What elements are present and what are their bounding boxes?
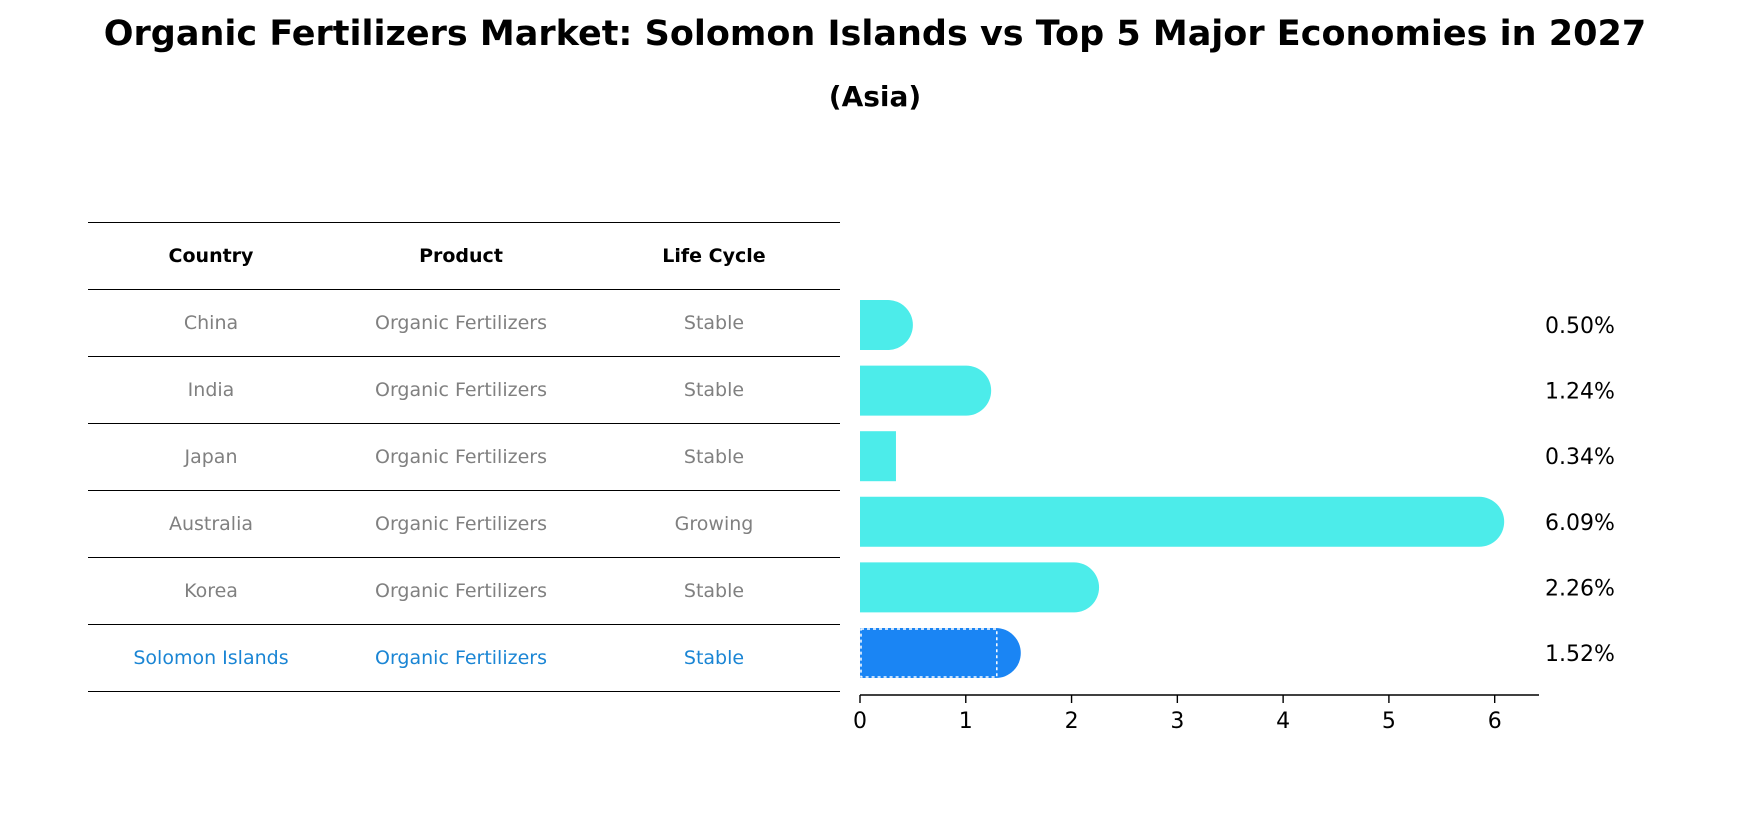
product-cell: Organic Fertilizers bbox=[375, 312, 547, 334]
chart-title: Organic Fertilizers Market: Solomon Isla… bbox=[103, 14, 1647, 54]
x-tick-label: 0 bbox=[853, 709, 867, 734]
table-row: China Organic Fertilizers Stable bbox=[88, 289, 840, 356]
table-row: Japan Organic Fertilizers Stable bbox=[88, 423, 840, 490]
x-tick-label: 1 bbox=[959, 709, 973, 734]
table-row-highlighted: Solomon Islands Organic Fertilizers Stab… bbox=[88, 624, 840, 692]
product-cell: Organic Fertilizers bbox=[375, 647, 547, 669]
life-cycle-cell: Stable bbox=[683, 312, 745, 334]
country-cell: Japan bbox=[184, 446, 238, 468]
value-label: 6.09% bbox=[1545, 511, 1615, 536]
life-cycle-cell: Stable bbox=[683, 580, 745, 602]
bar-chart: 0.50% 1.24% 0.34% 6.09% 2.26% 1.52% 0 1 2 3 4 5 6 bbox=[853, 300, 1615, 734]
bar-china bbox=[860, 300, 913, 350]
bar-solomon-islands bbox=[860, 628, 1021, 678]
bar-korea bbox=[860, 562, 1100, 613]
x-tick-label: 4 bbox=[1276, 709, 1290, 734]
header-life-cycle: Life Cycle bbox=[662, 245, 766, 267]
life-cycle-cell: Stable bbox=[683, 379, 745, 401]
value-label: 1.24% bbox=[1545, 380, 1615, 405]
bar-japan bbox=[860, 431, 896, 482]
x-tick-label: 3 bbox=[1170, 709, 1184, 734]
table-row: India Organic Fertilizers Stable bbox=[88, 356, 840, 423]
value-label: 2.26% bbox=[1545, 576, 1615, 601]
header-product: Product bbox=[419, 245, 503, 267]
life-cycle-cell: Stable bbox=[683, 446, 745, 468]
x-tick-label: 5 bbox=[1382, 709, 1396, 734]
x-tick-label: 6 bbox=[1488, 709, 1502, 734]
value-label: 1.52% bbox=[1545, 642, 1615, 667]
table-header-row: Country Product Life Cycle bbox=[88, 222, 840, 289]
value-label: 0.34% bbox=[1545, 445, 1615, 470]
x-tick-label: 2 bbox=[1065, 709, 1079, 734]
table-row: Korea Organic Fertilizers Stable bbox=[88, 557, 840, 624]
bar-australia bbox=[860, 496, 1505, 547]
country-cell: China bbox=[183, 312, 239, 334]
life-cycle-cell: Stable bbox=[683, 647, 745, 669]
value-label: 0.50% bbox=[1545, 314, 1615, 339]
comparison-table: Country Product Life Cycle China Organic… bbox=[88, 222, 840, 692]
bar-india bbox=[860, 365, 992, 416]
life-cycle-cell: Growing bbox=[674, 513, 754, 535]
product-cell: Organic Fertilizers bbox=[375, 446, 547, 468]
table-row: Australia Organic Fertilizers Growing bbox=[88, 490, 840, 557]
product-cell: Organic Fertilizers bbox=[375, 513, 547, 535]
country-cell: Solomon Islands bbox=[133, 647, 289, 669]
country-cell: India bbox=[187, 379, 235, 401]
bar-highlight-outline bbox=[860, 628, 998, 678]
product-cell: Organic Fertilizers bbox=[375, 379, 547, 401]
country-cell: Australia bbox=[168, 513, 254, 535]
product-cell: Organic Fertilizers bbox=[375, 580, 547, 602]
country-cell: Korea bbox=[184, 580, 238, 602]
header-country: Country bbox=[168, 245, 254, 267]
chart-subtitle: (Asia) bbox=[828, 80, 922, 113]
